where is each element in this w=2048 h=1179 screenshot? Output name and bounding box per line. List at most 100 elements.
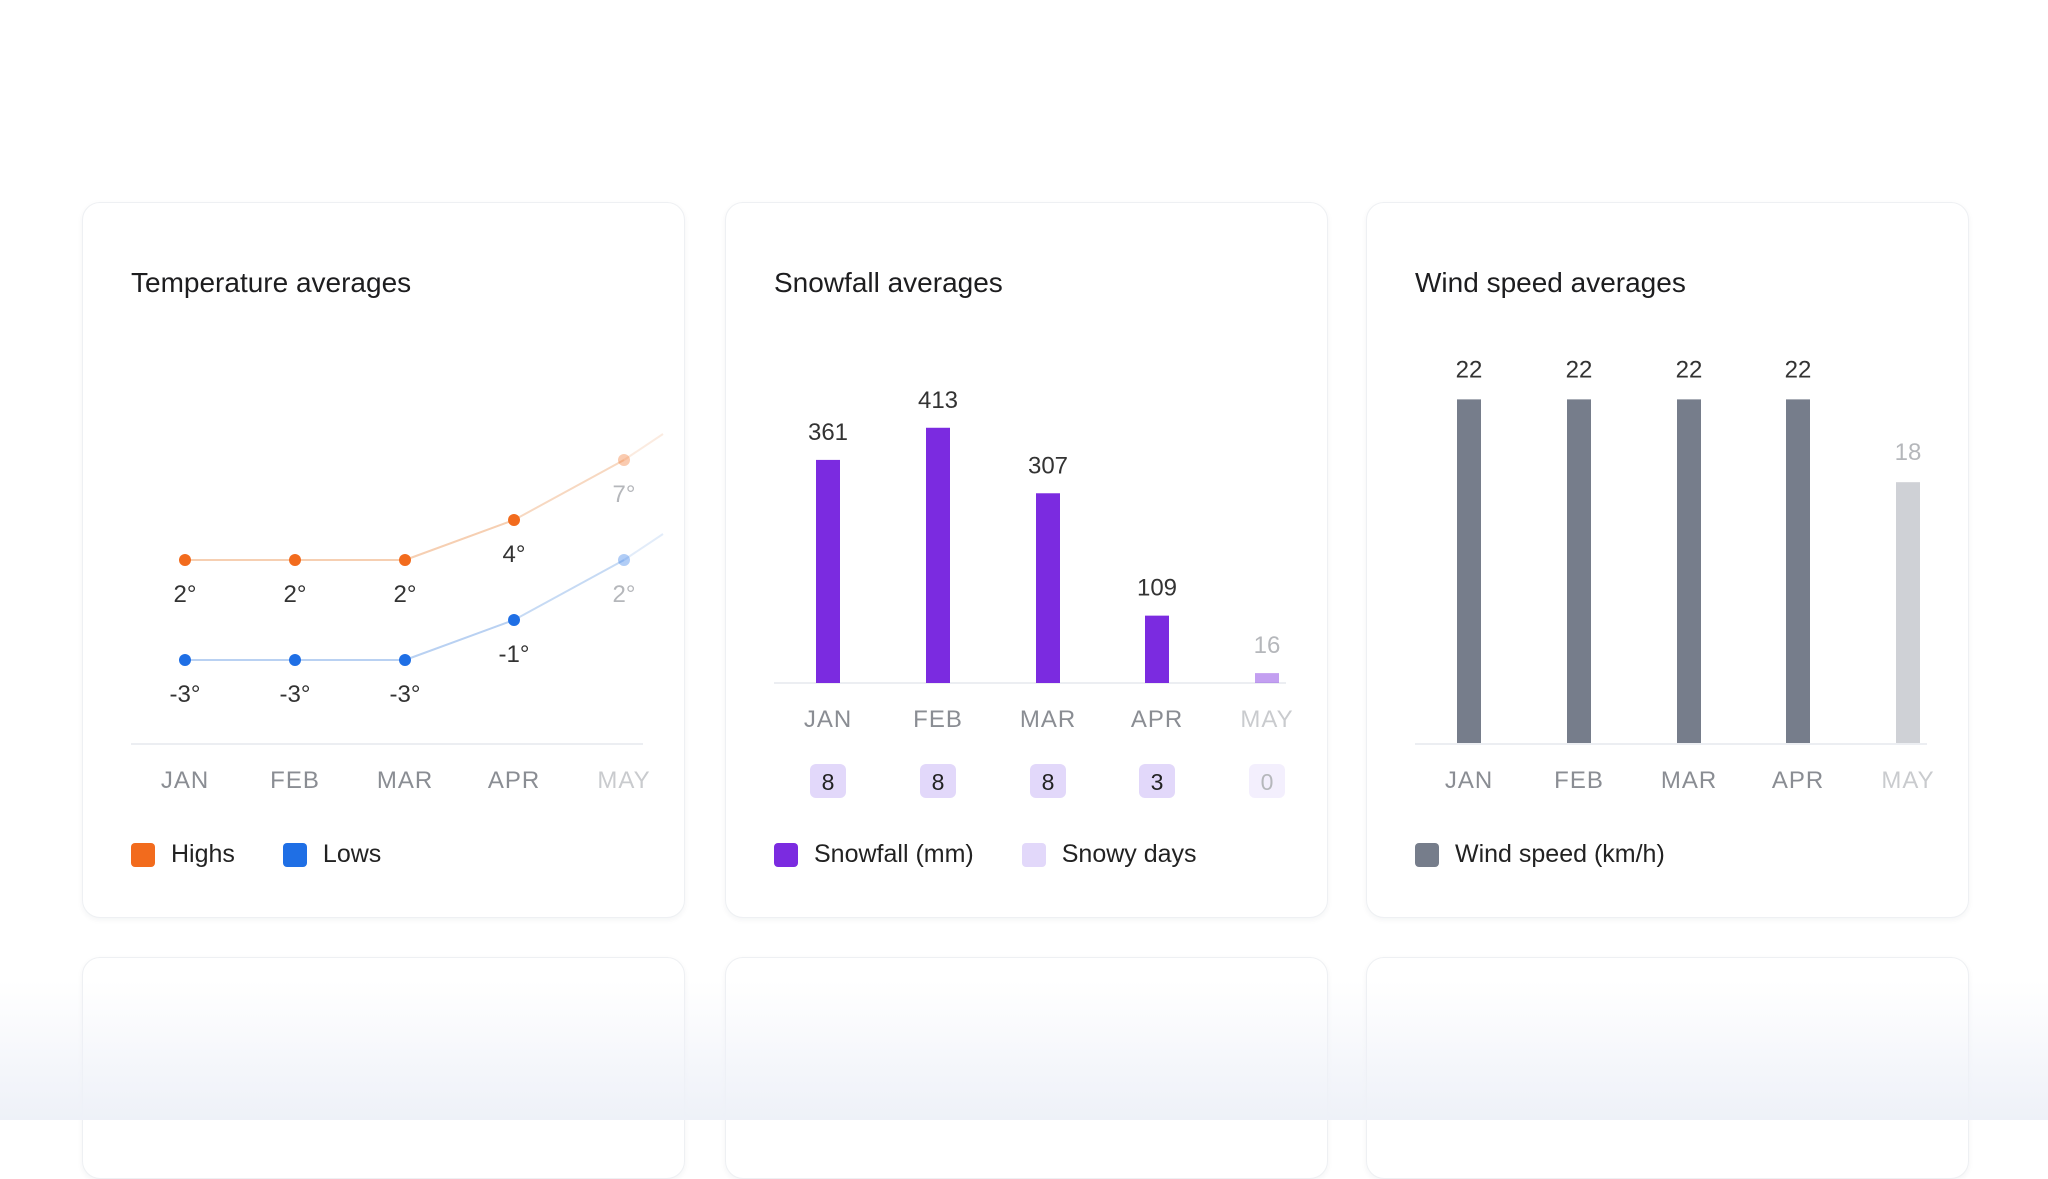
x-tick-label: APR [1131, 706, 1183, 733]
bar-value-label: 22 [1456, 356, 1483, 383]
bar-value-label: 18 [1895, 439, 1922, 466]
legend: Highs Lows [131, 840, 429, 869]
data-label: -1° [499, 641, 530, 668]
low-point [399, 654, 411, 666]
high-point [399, 554, 411, 566]
bar-value-label: 16 [1254, 632, 1281, 659]
card-title: Wind speed averages [1415, 267, 1686, 298]
wind-bar [1896, 482, 1920, 743]
x-tick-label: JAN [804, 706, 852, 733]
snowfall-bar [1145, 615, 1169, 683]
high-point [618, 454, 630, 466]
series-line-segment [513, 559, 625, 621]
wind-bar [1677, 399, 1701, 743]
legend: Snowfall (mm) Snowy days [774, 840, 1245, 869]
legend-label: Wind speed (km/h) [1455, 840, 1665, 868]
series-line-segment [404, 519, 515, 561]
snowy-days-value: 8 [1042, 769, 1055, 795]
series-line-segment [623, 533, 664, 561]
x-tick-label: FEB [1554, 767, 1604, 794]
bar-value-label: 22 [1676, 356, 1703, 383]
low-point [508, 614, 520, 626]
snowy-days-value: 0 [1261, 769, 1274, 795]
snowfall-swatch [774, 842, 798, 867]
temperature-chart: JAN FEB MAR APR MAY 2° 2° 2° 4° 7° -3° -3° -3° -1° 2° [131, 433, 664, 794]
x-tick-label: MAR [377, 767, 433, 794]
x-tick-label: APR [488, 767, 540, 794]
x-tick-label: MAY [1240, 706, 1293, 733]
bar-value-label: 361 [808, 419, 848, 446]
placeholder-card [1366, 957, 1969, 1179]
snowy-days-swatch [1021, 842, 1046, 867]
snowy-days-value: 8 [822, 769, 835, 795]
data-label: -3° [280, 681, 311, 708]
wind-bar [1457, 399, 1481, 743]
card-title: Snowfall averages [774, 267, 1003, 298]
wind-bar [1567, 399, 1591, 743]
wind-chart: JAN FEB MAR APR MAY 22 22 22 22 18 [1415, 356, 1934, 794]
snowfall-bar [1036, 493, 1060, 683]
bar-value-label: 22 [1566, 356, 1593, 383]
lows-swatch [282, 842, 307, 867]
x-tick-label: MAR [1020, 706, 1076, 733]
low-point [289, 654, 301, 666]
snowfall-card: Snowfall averages JAN FEB MAR APR MAY 361 8 413… [725, 202, 1328, 918]
x-tick-label: APR [1772, 767, 1824, 794]
x-tick-label: MAY [597, 767, 650, 794]
data-label: 2° [174, 581, 197, 608]
legend-item-lows[interactable]: Lows [282, 840, 382, 869]
snowy-days-value: 3 [1151, 769, 1164, 795]
legend-item-snowfall[interactable]: Snowfall (mm) [774, 840, 974, 869]
legend-label: Highs [171, 840, 235, 868]
bar-value-label: 22 [1785, 356, 1812, 383]
data-label: 2° [394, 581, 417, 608]
highs-swatch [131, 842, 155, 867]
data-label: 2° [613, 581, 636, 608]
legend-item-wind[interactable]: Wind speed (km/h) [1415, 840, 1665, 869]
snowy-days-badge [920, 764, 956, 798]
placeholder-card [82, 957, 685, 1179]
snowfall-bar [816, 459, 840, 683]
legend-item-snowy-days[interactable]: Snowy days [1021, 840, 1197, 869]
snowfall-bar [926, 427, 950, 683]
wind-swatch [1415, 842, 1439, 867]
low-point [179, 654, 191, 666]
snowy-days-value: 8 [932, 769, 945, 795]
bar-value-label: 413 [918, 387, 958, 414]
x-tick-label: FEB [913, 706, 963, 733]
snowfall-chart: JAN FEB MAR APR MAY 361 8 413 8 307 8 109 3 16 0 [774, 387, 1293, 798]
data-label: -3° [390, 681, 421, 708]
legend-item-highs[interactable]: Highs [131, 840, 235, 869]
data-label: 4° [503, 541, 526, 568]
snowy-days-badge [1139, 764, 1175, 798]
temperature-card: Temperature averages JAN FEB MAR APR MAY 2° 2°… [82, 202, 685, 918]
series-line-segment [404, 619, 515, 661]
data-label: 7° [613, 481, 636, 508]
legend-label: Lows [322, 840, 382, 868]
snowy-days-badge [810, 764, 846, 798]
x-tick-label: JAN [161, 767, 209, 794]
x-tick-label: FEB [270, 767, 320, 794]
data-label: -3° [170, 681, 201, 708]
card-title: Temperature averages [131, 267, 412, 298]
legend-label: Snowy days [1061, 840, 1197, 868]
high-point [179, 554, 191, 566]
x-tick-label: MAY [1881, 767, 1934, 794]
low-point [618, 554, 630, 566]
high-point [289, 554, 301, 566]
wind-card: Wind speed averages JAN FEB MAR APR MAY 22 22 2… [1366, 202, 1969, 918]
snowy-days-badge [1030, 764, 1066, 798]
series-line-segment [513, 459, 625, 521]
wind-bar [1786, 399, 1810, 743]
series-line-segment [623, 433, 664, 461]
snowfall-bar [1255, 673, 1279, 683]
x-tick-label: JAN [1445, 767, 1493, 794]
snowy-days-badge [1249, 764, 1285, 798]
x-tick-label: MAR [1661, 767, 1717, 794]
bar-value-label: 109 [1137, 575, 1177, 602]
high-point [508, 514, 520, 526]
legend: Wind speed (km/h) [1415, 840, 1713, 869]
bar-value-label: 307 [1028, 452, 1068, 479]
legend-label: Snowfall (mm) [814, 840, 974, 868]
data-label: 2° [284, 581, 307, 608]
